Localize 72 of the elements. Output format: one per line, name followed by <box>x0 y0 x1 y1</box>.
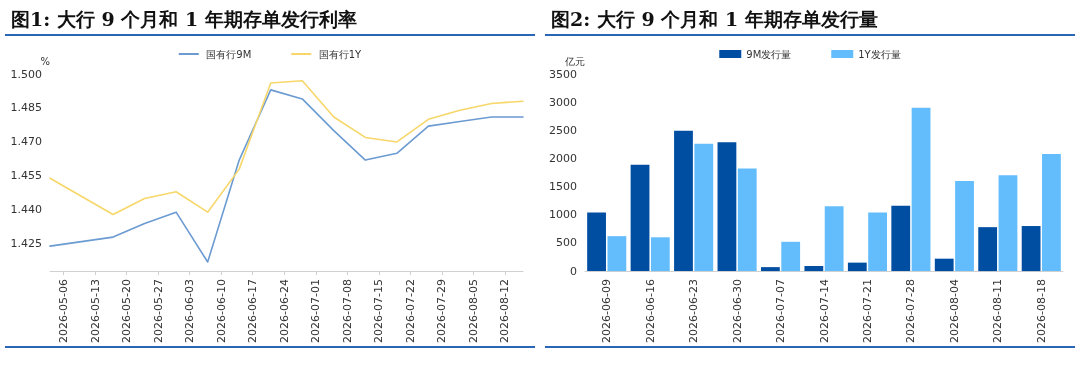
bar <box>824 206 844 272</box>
bar <box>760 267 780 272</box>
bar <box>781 241 801 272</box>
x-tick-label: 2026-07-14 <box>817 279 831 344</box>
legend-label: 国有行1Y <box>318 48 363 60</box>
y-tick-label: 1.485 <box>10 101 42 115</box>
x-tick-label: 2026-08-18 <box>1034 279 1048 344</box>
bar <box>630 164 650 272</box>
line-series <box>49 89 524 263</box>
bar <box>587 212 606 272</box>
line-series <box>49 80 524 216</box>
x-tick-label: 2026-08-04 <box>947 279 961 344</box>
x-tick-label: 2026-07-08 <box>340 279 354 344</box>
x-tick-label: 2026-07-22 <box>403 279 417 344</box>
bar <box>911 107 931 272</box>
x-tick-label: 2026-07-15 <box>372 279 386 344</box>
y-tick-label: 1.455 <box>10 169 42 183</box>
y-tick-label: 2000 <box>549 151 577 165</box>
y-tick-label: 1.440 <box>10 203 42 217</box>
x-tick-label: 2026-06-16 <box>643 279 657 344</box>
bar <box>891 205 911 272</box>
x-tick-label: 2026-05-06 <box>57 279 71 344</box>
x-tick-label: 2026-08-11 <box>991 279 1005 344</box>
y-tick-label: 1.470 <box>10 135 42 149</box>
bar <box>674 130 693 272</box>
chart-title: 图2: 大行 9 个月和 1 年期存单发行量 <box>545 4 1075 36</box>
x-tick-label: 2026-07-21 <box>860 279 874 344</box>
bar <box>978 227 998 272</box>
x-tick-label: 2026-06-23 <box>687 279 701 344</box>
x-tick-label: 2026-08-05 <box>466 279 480 344</box>
x-tick-label: 2026-06-09 <box>600 279 614 344</box>
y-axis-title: 亿元 <box>564 55 585 67</box>
bar <box>868 212 888 272</box>
bar <box>1042 153 1061 272</box>
y-axis-title: % <box>40 55 50 67</box>
y-tick-label: 1.500 <box>10 67 42 81</box>
y-tick-label: 500 <box>556 236 577 250</box>
bar <box>737 168 757 272</box>
bar <box>955 180 974 272</box>
y-tick-label: 3000 <box>549 95 577 109</box>
chart-title: 图1: 大行 9 个月和 1 年期存单发行利率 <box>5 4 535 36</box>
bar <box>650 237 670 272</box>
bar <box>934 258 954 272</box>
bar <box>998 175 1018 272</box>
x-tick-label: 2026-06-03 <box>183 279 197 344</box>
x-tick-label: 2026-07-07 <box>774 279 788 344</box>
y-tick-label: 3500 <box>549 67 577 81</box>
y-tick-label: 1500 <box>549 180 577 194</box>
y-tick-label: 2500 <box>549 123 577 137</box>
x-tick-label: 2026-07-28 <box>904 279 918 344</box>
x-tick-label: 2026-07-29 <box>435 279 449 344</box>
x-tick-label: 2026-06-24 <box>277 279 291 344</box>
x-tick-label: 2026-06-30 <box>730 279 744 344</box>
legend-label: 9M发行量 <box>746 48 792 60</box>
x-tick-label: 2026-08-12 <box>498 279 512 344</box>
legend-label: 国有行9M <box>206 48 252 60</box>
bar <box>804 266 824 272</box>
bar <box>717 142 737 272</box>
legend-label: 1Y发行量 <box>858 48 901 60</box>
x-tick-label: 2026-05-20 <box>120 279 134 344</box>
x-tick-label: 2026-06-10 <box>214 279 228 344</box>
x-tick-label: 2026-06-17 <box>246 279 260 344</box>
bar <box>694 143 714 272</box>
bar <box>607 236 627 272</box>
x-tick-label: 2026-05-13 <box>88 279 102 344</box>
y-tick-label: 1.425 <box>10 237 42 251</box>
x-tick-label: 2026-05-27 <box>151 279 165 344</box>
y-tick-label: 0 <box>570 264 577 278</box>
y-tick-label: 1000 <box>549 208 577 222</box>
bar <box>847 262 867 272</box>
x-tick-label: 2026-07-01 <box>309 279 323 344</box>
bar <box>1021 226 1041 272</box>
